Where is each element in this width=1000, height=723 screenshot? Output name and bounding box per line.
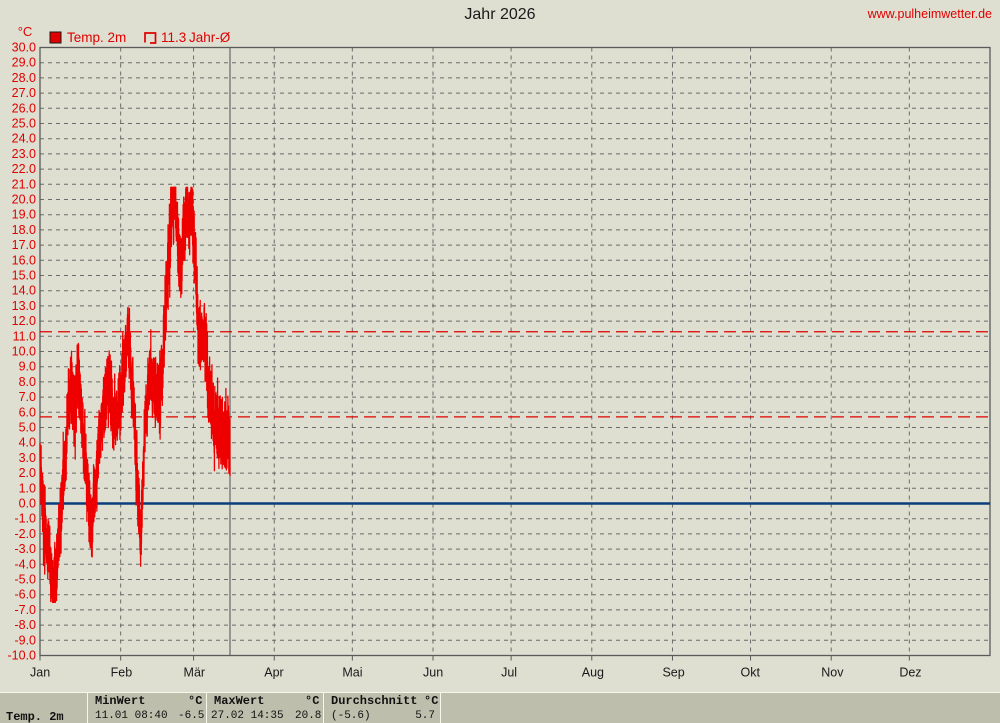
svg-text:-2.0: -2.0 bbox=[14, 527, 36, 541]
svg-text:2.0: 2.0 bbox=[19, 466, 36, 480]
svg-text:15.0: 15.0 bbox=[12, 269, 36, 283]
svg-text:-10.0: -10.0 bbox=[8, 649, 37, 663]
svg-text:14.0: 14.0 bbox=[12, 284, 36, 298]
svg-text:6.0: 6.0 bbox=[19, 405, 36, 419]
svg-text:-3.0: -3.0 bbox=[14, 542, 36, 556]
svg-text:18.0: 18.0 bbox=[12, 223, 36, 237]
svg-text:20.0: 20.0 bbox=[12, 193, 36, 207]
svg-text:17.0: 17.0 bbox=[12, 238, 36, 252]
svg-text:24.0: 24.0 bbox=[12, 132, 36, 146]
svg-text:Aug: Aug bbox=[582, 666, 604, 680]
svg-text:27.0: 27.0 bbox=[12, 86, 36, 100]
svg-text:0.0: 0.0 bbox=[19, 497, 36, 511]
svg-text:Jan: Jan bbox=[30, 666, 50, 680]
svg-text:11.3 Jahr-Ø: 11.3 Jahr-Ø bbox=[161, 30, 231, 45]
svg-text:19.0: 19.0 bbox=[12, 208, 36, 222]
svg-text:9.0: 9.0 bbox=[19, 360, 36, 374]
svg-text:3.0: 3.0 bbox=[19, 451, 36, 465]
svg-text:-7.0: -7.0 bbox=[14, 603, 36, 617]
svg-text:Dez: Dez bbox=[899, 666, 921, 680]
svg-text:26.0: 26.0 bbox=[12, 101, 36, 115]
svg-text:Temp. 2m: Temp. 2m bbox=[67, 30, 126, 45]
svg-text:7.0: 7.0 bbox=[19, 390, 36, 404]
svg-text:-5.0: -5.0 bbox=[14, 573, 36, 587]
svg-text:-4.0: -4.0 bbox=[14, 557, 36, 571]
svg-text:11.0: 11.0 bbox=[13, 329, 36, 343]
svg-text:1.0: 1.0 bbox=[19, 481, 36, 495]
svg-text:Apr: Apr bbox=[264, 666, 283, 680]
svg-text:5.0: 5.0 bbox=[19, 421, 36, 435]
svg-text:Mär: Mär bbox=[184, 666, 206, 680]
svg-text:Jul: Jul bbox=[501, 666, 517, 680]
svg-text:Mai: Mai bbox=[342, 666, 362, 680]
svg-text:28.0: 28.0 bbox=[12, 71, 36, 85]
svg-text:23.0: 23.0 bbox=[12, 147, 36, 161]
svg-text:Okt: Okt bbox=[741, 666, 761, 680]
svg-text:Sep: Sep bbox=[662, 666, 684, 680]
svg-text:10.0: 10.0 bbox=[12, 345, 36, 359]
svg-text:Nov: Nov bbox=[821, 666, 844, 680]
svg-text:Jahr 2026: Jahr 2026 bbox=[464, 6, 535, 23]
svg-text:25.0: 25.0 bbox=[12, 117, 36, 131]
svg-text:13.0: 13.0 bbox=[12, 299, 36, 313]
svg-text:-9.0: -9.0 bbox=[14, 633, 36, 647]
svg-text:www.pulheimwetter.de: www.pulheimwetter.de bbox=[867, 7, 992, 21]
svg-text:-1.0: -1.0 bbox=[14, 512, 36, 526]
svg-text:30.0: 30.0 bbox=[12, 41, 36, 55]
svg-text:29.0: 29.0 bbox=[12, 56, 36, 70]
svg-text:Feb: Feb bbox=[111, 666, 133, 680]
svg-text:21.0: 21.0 bbox=[12, 177, 36, 191]
svg-text:4.0: 4.0 bbox=[19, 436, 36, 450]
svg-text:°C: °C bbox=[18, 24, 33, 39]
svg-text:-6.0: -6.0 bbox=[14, 588, 36, 602]
svg-text:8.0: 8.0 bbox=[19, 375, 36, 389]
svg-text:-8.0: -8.0 bbox=[14, 618, 36, 632]
svg-text:22.0: 22.0 bbox=[12, 162, 36, 176]
svg-text:16.0: 16.0 bbox=[12, 253, 36, 267]
svg-text:Jun: Jun bbox=[423, 666, 443, 680]
svg-text:12.0: 12.0 bbox=[12, 314, 36, 328]
